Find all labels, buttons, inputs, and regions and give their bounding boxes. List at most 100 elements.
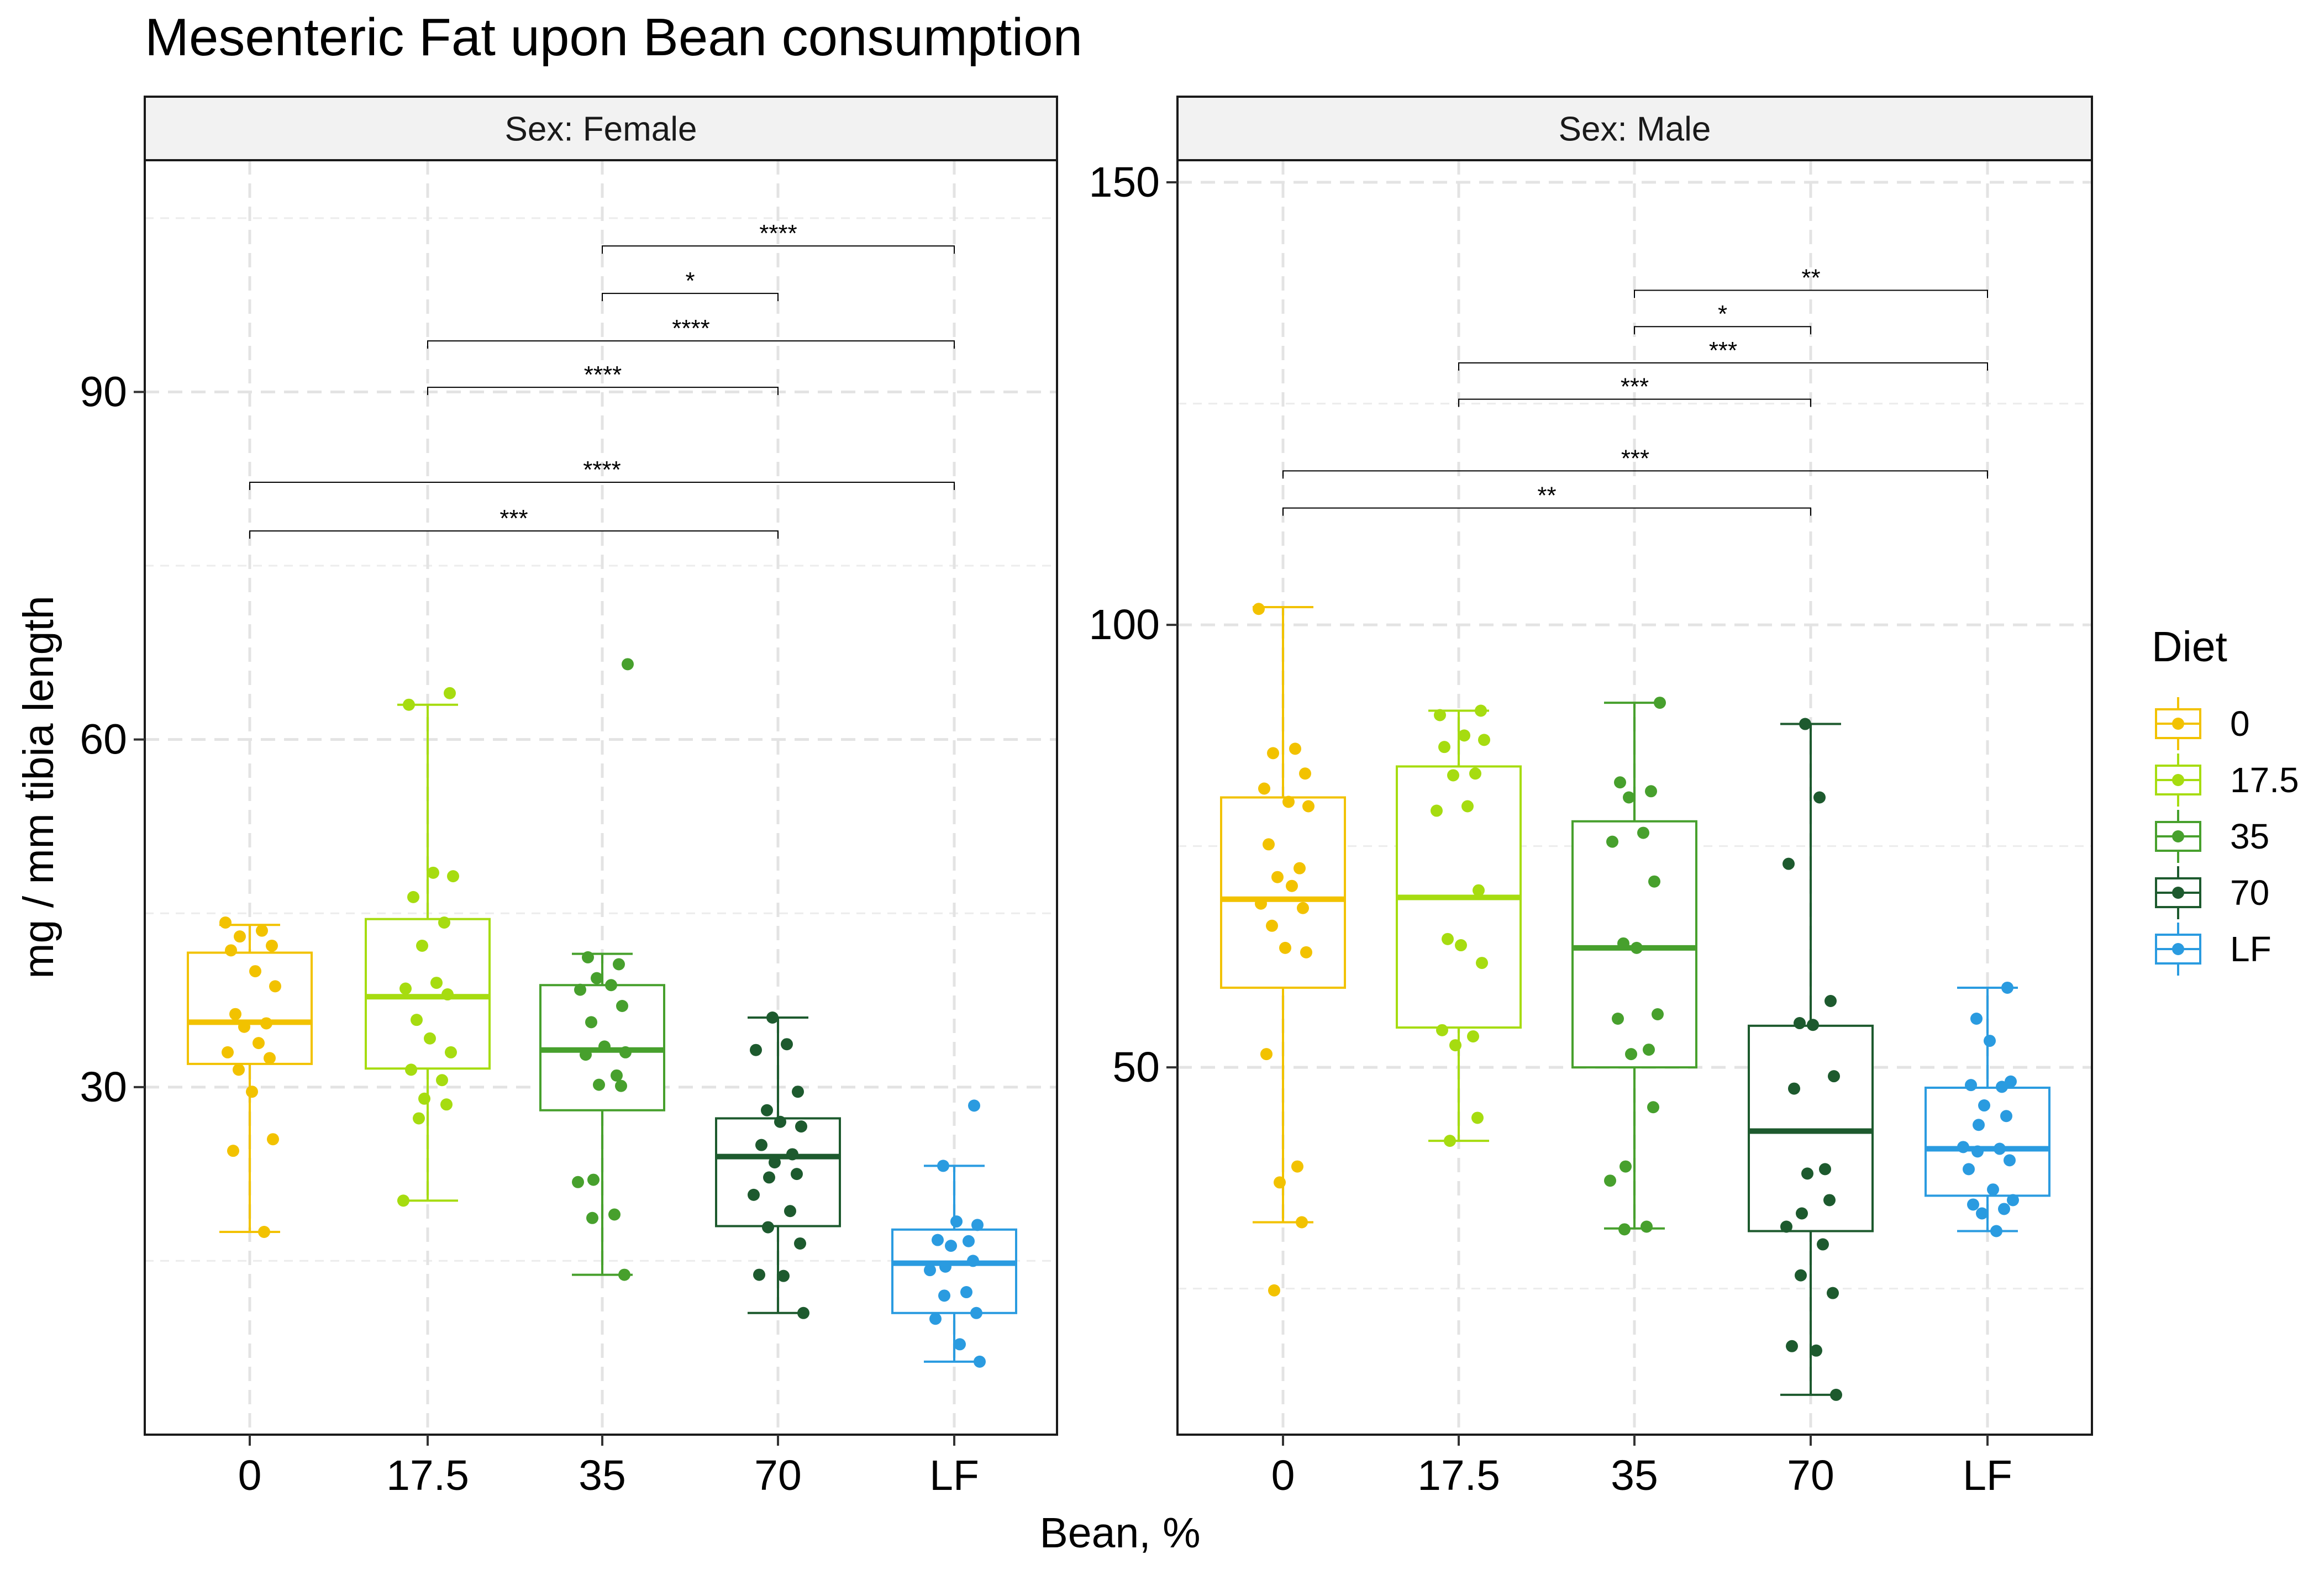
data-point-0 bbox=[233, 1063, 245, 1076]
data-point-17.5 bbox=[413, 1112, 425, 1125]
bracket-line bbox=[249, 482, 955, 491]
data-point-LF bbox=[968, 1099, 980, 1112]
data-point-35 bbox=[587, 1173, 600, 1186]
data-point-0 bbox=[266, 939, 278, 952]
data-point-17.5 bbox=[1442, 932, 1454, 945]
data-point-70 bbox=[781, 1038, 793, 1051]
bracket-line bbox=[1634, 326, 1811, 335]
data-point-70 bbox=[1817, 1238, 1829, 1251]
data-point-17.5 bbox=[424, 1032, 436, 1045]
data-point-35 bbox=[1648, 875, 1660, 888]
data-point-35 bbox=[1652, 1008, 1664, 1021]
y-tick-label: 50 bbox=[1112, 1044, 1160, 1091]
significance-bracket: * bbox=[1634, 301, 1811, 335]
bracket-label: *** bbox=[1621, 445, 1649, 472]
data-point-LF bbox=[1971, 1145, 1984, 1158]
data-point-70 bbox=[1819, 1163, 1831, 1176]
significance-bracket: ** bbox=[1282, 482, 1811, 516]
facet-strip bbox=[144, 96, 1058, 161]
data-point-17.5 bbox=[399, 982, 412, 995]
bracket-line bbox=[249, 530, 779, 539]
bracket-line bbox=[1282, 507, 1811, 516]
bracket-line bbox=[1634, 289, 1988, 298]
x-tick-label: LF bbox=[1963, 1452, 2012, 1499]
data-point-0 bbox=[227, 1145, 239, 1157]
significance-bracket: **** bbox=[249, 456, 955, 491]
data-point-35 bbox=[591, 972, 603, 984]
data-point-35 bbox=[1625, 1048, 1637, 1061]
facet-strip-label: Sex: Male bbox=[1559, 110, 1711, 149]
panel-border bbox=[144, 159, 1058, 1436]
data-point-LF bbox=[1994, 1142, 2006, 1155]
legend-key-point bbox=[2172, 774, 2184, 786]
data-point-LF bbox=[963, 1235, 975, 1247]
data-point-LF bbox=[924, 1264, 936, 1277]
data-point-0 bbox=[1294, 862, 1306, 874]
data-point-17.5 bbox=[407, 891, 419, 903]
data-point-LF bbox=[1970, 1013, 1983, 1025]
significance-bracket: **** bbox=[427, 315, 955, 349]
data-point-70 bbox=[1788, 1082, 1800, 1095]
legend: Diet 0 17.5 35 70 LF bbox=[2152, 623, 2299, 976]
data-point-70 bbox=[750, 1044, 762, 1056]
bracket-label: ** bbox=[1801, 265, 1820, 292]
data-point-70 bbox=[792, 1086, 804, 1098]
data-point-0 bbox=[1255, 897, 1267, 910]
data-point-17.5 bbox=[1461, 800, 1474, 813]
chart-title: Mesenteric Fat upon Bean consumption bbox=[145, 8, 1082, 67]
data-point-LF bbox=[950, 1215, 963, 1228]
x-axis-label: Bean, % bbox=[1039, 1509, 1200, 1557]
y-tick-label: 60 bbox=[80, 716, 127, 763]
data-point-17.5 bbox=[1434, 709, 1446, 721]
data-point-17.5 bbox=[418, 1092, 430, 1105]
data-point-70 bbox=[1823, 1194, 1836, 1207]
data-point-0 bbox=[1263, 838, 1275, 851]
data-point-0 bbox=[1289, 742, 1301, 755]
data-point-70 bbox=[1795, 1269, 1807, 1282]
data-point-17.5 bbox=[1475, 704, 1487, 717]
data-point-0 bbox=[267, 1133, 279, 1146]
data-point-35 bbox=[611, 1069, 623, 1082]
legend-label: 70 bbox=[2230, 873, 2269, 913]
data-point-LF bbox=[2004, 1154, 2016, 1167]
data-point-17.5 bbox=[438, 916, 450, 929]
legend-key-point bbox=[2172, 887, 2184, 899]
data-point-35 bbox=[613, 958, 625, 971]
data-point-70 bbox=[762, 1221, 774, 1234]
data-point-35 bbox=[580, 1049, 592, 1061]
data-point-17.5 bbox=[1449, 1039, 1461, 1052]
x-tick-label: LF bbox=[929, 1452, 979, 1499]
data-point-0 bbox=[1274, 1176, 1286, 1189]
data-point-35 bbox=[572, 1176, 584, 1188]
legend-entry-70: 70 bbox=[2155, 866, 2269, 919]
data-point-17.5 bbox=[1476, 957, 1488, 970]
legend-label: LF bbox=[2230, 929, 2272, 969]
data-point-LF bbox=[960, 1286, 972, 1299]
y-axis-label: mg / mm tibia length bbox=[15, 596, 62, 978]
x-tick-label: 35 bbox=[1611, 1452, 1658, 1499]
x-tick-label: 70 bbox=[1787, 1452, 1834, 1499]
x-tick-label: 70 bbox=[754, 1452, 802, 1499]
data-point-0 bbox=[1296, 1216, 1308, 1229]
bracket-line bbox=[1458, 398, 1811, 407]
data-point-70 bbox=[784, 1205, 796, 1218]
data-point-35 bbox=[1617, 937, 1629, 950]
data-point-LF bbox=[2007, 1194, 2019, 1207]
data-point-0 bbox=[225, 944, 237, 957]
data-point-0 bbox=[1266, 919, 1278, 932]
data-point-70 bbox=[761, 1104, 773, 1116]
data-point-0 bbox=[269, 980, 281, 993]
bracket-line bbox=[602, 245, 955, 254]
data-point-LF bbox=[1965, 1079, 1977, 1092]
data-point-70 bbox=[763, 1171, 775, 1184]
legend-entry-17.5: 17.5 bbox=[2155, 754, 2299, 807]
legend-title: Diet bbox=[2152, 623, 2227, 671]
data-point-35 bbox=[618, 1268, 630, 1281]
data-point-35 bbox=[574, 983, 586, 996]
bracket-label: **** bbox=[583, 456, 621, 483]
bracket-label: **** bbox=[672, 315, 710, 342]
legend-label: 35 bbox=[2230, 816, 2269, 856]
significance-bracket: **** bbox=[427, 361, 779, 396]
data-point-17.5 bbox=[441, 988, 454, 1001]
